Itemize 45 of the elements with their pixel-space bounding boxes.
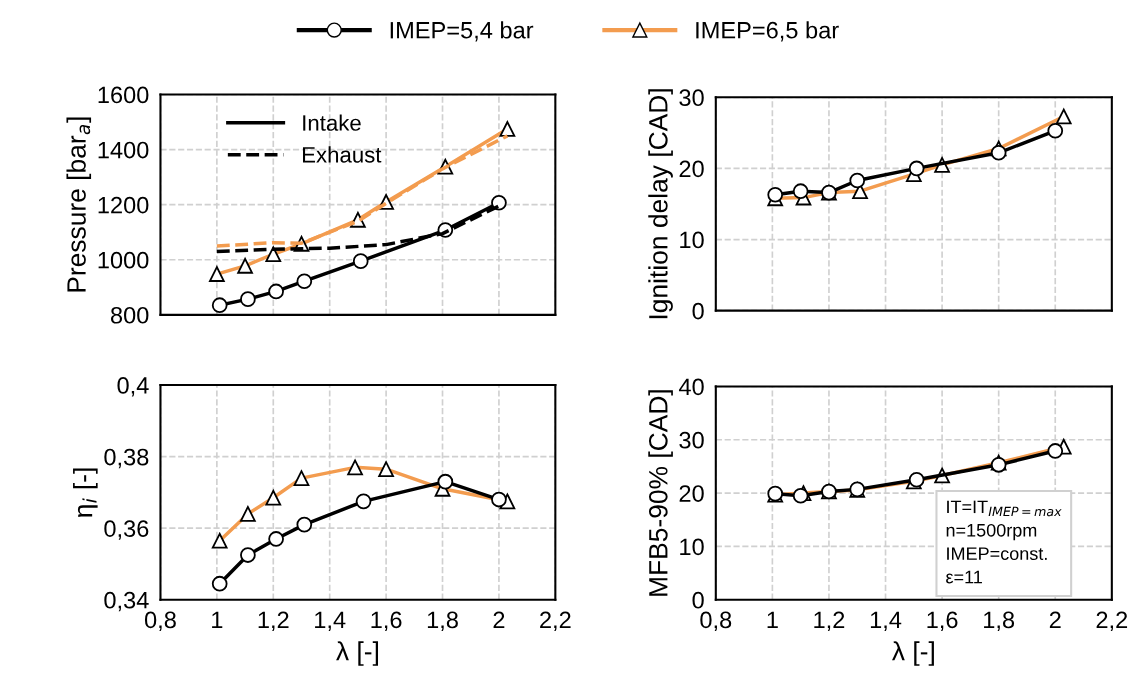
y-tick-label: 10: [680, 538, 704, 556]
x-tick-label: 1,8: [427, 611, 458, 632]
y-tick-label: 0: [692, 591, 704, 609]
y-tick-label: 0,34: [104, 591, 149, 612]
x-axis-title: λ [-]: [892, 641, 934, 666]
x-axis-title: λ [-]: [336, 641, 379, 666]
y-tick-label: 20: [679, 160, 704, 178]
x-tick-label: 0,8: [700, 611, 732, 632]
y-tick-label: 10: [680, 231, 704, 249]
y-tick-label: 1000: [98, 251, 149, 269]
y-tick-label: 0: [692, 302, 704, 320]
y-tick-label: 1600: [98, 86, 149, 104]
legend-label: IMEP=5,4 bar: [390, 21, 534, 42]
y-tick-label: 1200: [98, 196, 149, 214]
x-tick-label: 2: [493, 611, 505, 629]
legend-label: Intake: [303, 114, 361, 131]
x-tick-label: 1: [212, 611, 223, 629]
y-tick-label: 30: [679, 431, 704, 449]
y-tick-label: 40: [678, 378, 704, 396]
legend-label: IMEP=6,5 bar: [696, 21, 839, 42]
y-tick-label: 20: [679, 485, 704, 502]
x-tick-label: 1,6: [371, 611, 402, 632]
x-tick-label: 1,2: [258, 611, 289, 632]
y-tick-label: 1400: [98, 141, 149, 159]
y-axis-title: MFB5-90% [CAD]: [648, 390, 673, 596]
x-tick-label: 0,8: [144, 611, 176, 632]
x-tick-label: 1,8: [984, 611, 1015, 632]
y-tick-label: 30: [679, 89, 704, 107]
x-tick-label: 1,2: [814, 611, 845, 632]
x-tick-label: 2,2: [1096, 611, 1128, 632]
annotation: IT=IT$_{IMEP=max}$ n=1500rpm IMEP=const. ε=11: [946, 500, 1062, 584]
x-tick-label: 1: [767, 611, 778, 629]
y-tick-label: 0,38: [104, 448, 149, 469]
y-tick-label: 0,36: [104, 520, 149, 540]
x-tick-label: 1,6: [927, 611, 958, 632]
y-axis-title: Pressure [bar$_{a}$]: [66, 117, 92, 292]
x-tick-label: 1,4: [870, 611, 902, 632]
y-axis-title: Ignition delay [CAD]: [648, 89, 673, 319]
x-tick-label: 2,2: [540, 611, 571, 632]
legend-label: Exhaust: [303, 146, 382, 163]
y-tick-label: 0,4: [117, 377, 149, 397]
x-tick-label: 2: [1049, 611, 1061, 629]
y-tick-label: 800: [110, 306, 149, 324]
x-tick-label: 1,4: [315, 611, 346, 632]
y-axis-title: η$_{i}$ [-]: [73, 468, 98, 517]
